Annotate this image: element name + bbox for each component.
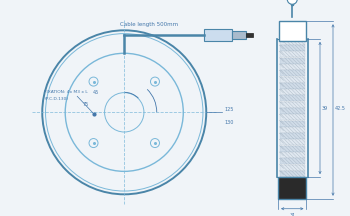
Text: (P.C.D.130): (P.C.D.130) — [44, 97, 68, 101]
Bar — [280, 39, 305, 45]
Bar — [280, 102, 305, 108]
Text: 39: 39 — [322, 105, 328, 111]
Bar — [280, 165, 305, 170]
Bar — [280, 58, 305, 64]
Bar — [280, 70, 305, 76]
Bar — [280, 152, 305, 158]
Bar — [280, 158, 305, 164]
Text: 42.5: 42.5 — [335, 105, 346, 111]
Bar — [280, 133, 305, 139]
Bar — [280, 146, 305, 152]
Text: 125: 125 — [224, 107, 234, 112]
Text: Cable length 500mm: Cable length 500mm — [120, 22, 178, 27]
Bar — [280, 45, 305, 51]
Text: FIXATION: 4x M3 x L: FIXATION: 4x M3 x L — [44, 90, 88, 94]
Bar — [280, 95, 305, 101]
Bar — [280, 121, 305, 127]
Bar — [280, 64, 305, 70]
Bar — [279, 21, 306, 41]
Text: 45: 45 — [93, 90, 99, 95]
Circle shape — [287, 0, 297, 4]
Text: 31: 31 — [289, 213, 295, 216]
Bar — [280, 77, 305, 83]
Bar — [280, 114, 305, 120]
Bar — [246, 33, 253, 37]
Bar — [280, 108, 305, 114]
Bar — [280, 171, 305, 177]
Bar — [204, 29, 232, 41]
Bar — [280, 127, 305, 133]
Bar — [232, 31, 246, 39]
Text: 130: 130 — [224, 120, 234, 125]
Bar — [280, 139, 305, 145]
Bar — [280, 83, 305, 89]
Bar — [280, 89, 305, 95]
Bar — [278, 177, 307, 199]
Bar — [280, 51, 305, 57]
Text: 75: 75 — [83, 102, 89, 107]
